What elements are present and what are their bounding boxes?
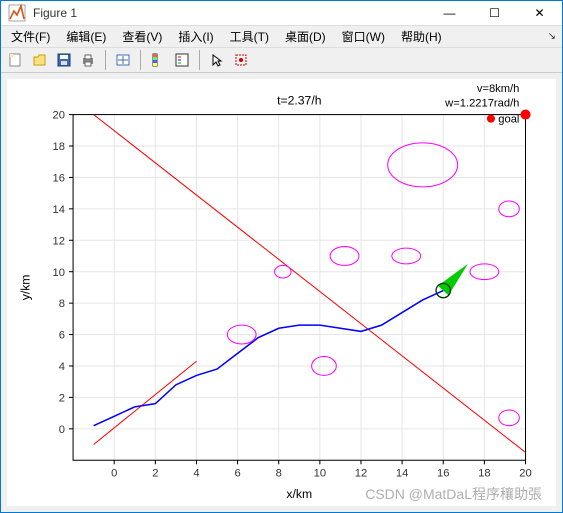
dock-arrow-icon[interactable]: ↘ bbox=[548, 31, 556, 42]
menu-view[interactable]: 查看(V) bbox=[116, 26, 168, 47]
print-button[interactable] bbox=[77, 49, 99, 71]
svg-text:10: 10 bbox=[314, 468, 326, 480]
svg-text:goal: goal bbox=[498, 114, 519, 126]
databrush-button[interactable] bbox=[230, 49, 252, 71]
svg-text:18: 18 bbox=[478, 468, 490, 480]
svg-text:v=8km/h: v=8km/h bbox=[477, 83, 520, 95]
close-button[interactable]: ✕ bbox=[517, 1, 562, 25]
svg-text:16: 16 bbox=[437, 468, 449, 480]
toolbar-separator bbox=[199, 50, 200, 70]
save-button[interactable] bbox=[53, 49, 75, 71]
svg-text:x/km: x/km bbox=[286, 487, 312, 501]
menu-edit[interactable]: 编辑(E) bbox=[60, 26, 112, 47]
figure-area: 0 2 4 6 8 10 12 14 16 18 20 0 2 4 6 8 10 12 14 16 18 20 t=2.37… bbox=[1, 73, 562, 512]
svg-text:8: 8 bbox=[59, 298, 65, 310]
toolbar-separator bbox=[105, 50, 106, 70]
svg-text:14: 14 bbox=[53, 204, 65, 216]
svg-text:0: 0 bbox=[59, 424, 65, 436]
toolbar-separator bbox=[140, 50, 141, 70]
titlebar: Figure 1 — ☐ ✕ bbox=[1, 1, 562, 26]
pointer-button[interactable] bbox=[206, 49, 228, 71]
menu-insert[interactable]: 插入(I) bbox=[172, 26, 219, 47]
svg-text:2: 2 bbox=[152, 468, 158, 480]
window-controls: — ☐ ✕ bbox=[427, 1, 562, 25]
new-figure-button[interactable] bbox=[5, 49, 27, 71]
svg-text:0: 0 bbox=[111, 468, 117, 480]
svg-text:6: 6 bbox=[59, 330, 65, 342]
legend-button[interactable] bbox=[171, 49, 193, 71]
svg-text:w=1.2217rad/h: w=1.2217rad/h bbox=[444, 97, 519, 109]
toolbar bbox=[1, 48, 562, 73]
menubar: 文件(F) 编辑(E) 查看(V) 插入(I) 工具(T) 桌面(D) 窗口(W… bbox=[1, 26, 562, 48]
menu-desktop[interactable]: 桌面(D) bbox=[279, 26, 332, 47]
link-button[interactable] bbox=[112, 49, 134, 71]
maximize-button[interactable]: ☐ bbox=[472, 1, 517, 25]
svg-text:10: 10 bbox=[53, 267, 65, 279]
colorbar-button[interactable] bbox=[147, 49, 169, 71]
open-button[interactable] bbox=[29, 49, 51, 71]
svg-text:20: 20 bbox=[519, 468, 531, 480]
plot-container[interactable]: 0 2 4 6 8 10 12 14 16 18 20 0 2 4 6 8 10 12 14 16 18 20 t=2.37… bbox=[7, 79, 556, 506]
window-title: Figure 1 bbox=[33, 6, 427, 20]
axes[interactable]: 0 2 4 6 8 10 12 14 16 18 20 0 2 4 6 8 10 12 14 16 18 20 t=2.37… bbox=[7, 79, 556, 506]
svg-text:12: 12 bbox=[355, 468, 367, 480]
menu-window[interactable]: 窗口(W) bbox=[336, 26, 391, 47]
svg-text:12: 12 bbox=[53, 235, 65, 247]
minimize-button[interactable]: — bbox=[427, 1, 472, 25]
svg-text:4: 4 bbox=[59, 361, 65, 373]
svg-text:2: 2 bbox=[59, 392, 65, 404]
svg-text:20: 20 bbox=[53, 110, 65, 122]
matlab-figure-icon bbox=[7, 3, 27, 23]
menu-help[interactable]: 帮助(H) bbox=[395, 26, 448, 47]
svg-text:16: 16 bbox=[53, 172, 65, 184]
svg-text:18: 18 bbox=[53, 141, 65, 153]
menu-tools[interactable]: 工具(T) bbox=[224, 26, 275, 47]
svg-text:t=2.37/h: t=2.37/h bbox=[277, 93, 321, 107]
svg-text:8: 8 bbox=[276, 468, 282, 480]
figure-window: Figure 1 — ☐ ✕ 文件(F) 编辑(E) 查看(V) 插入(I) 工… bbox=[0, 0, 563, 513]
menu-file[interactable]: 文件(F) bbox=[5, 26, 56, 47]
svg-text:6: 6 bbox=[234, 468, 240, 480]
svg-text:y/km: y/km bbox=[18, 275, 32, 301]
svg-text:4: 4 bbox=[193, 468, 199, 480]
svg-text:14: 14 bbox=[396, 468, 408, 480]
